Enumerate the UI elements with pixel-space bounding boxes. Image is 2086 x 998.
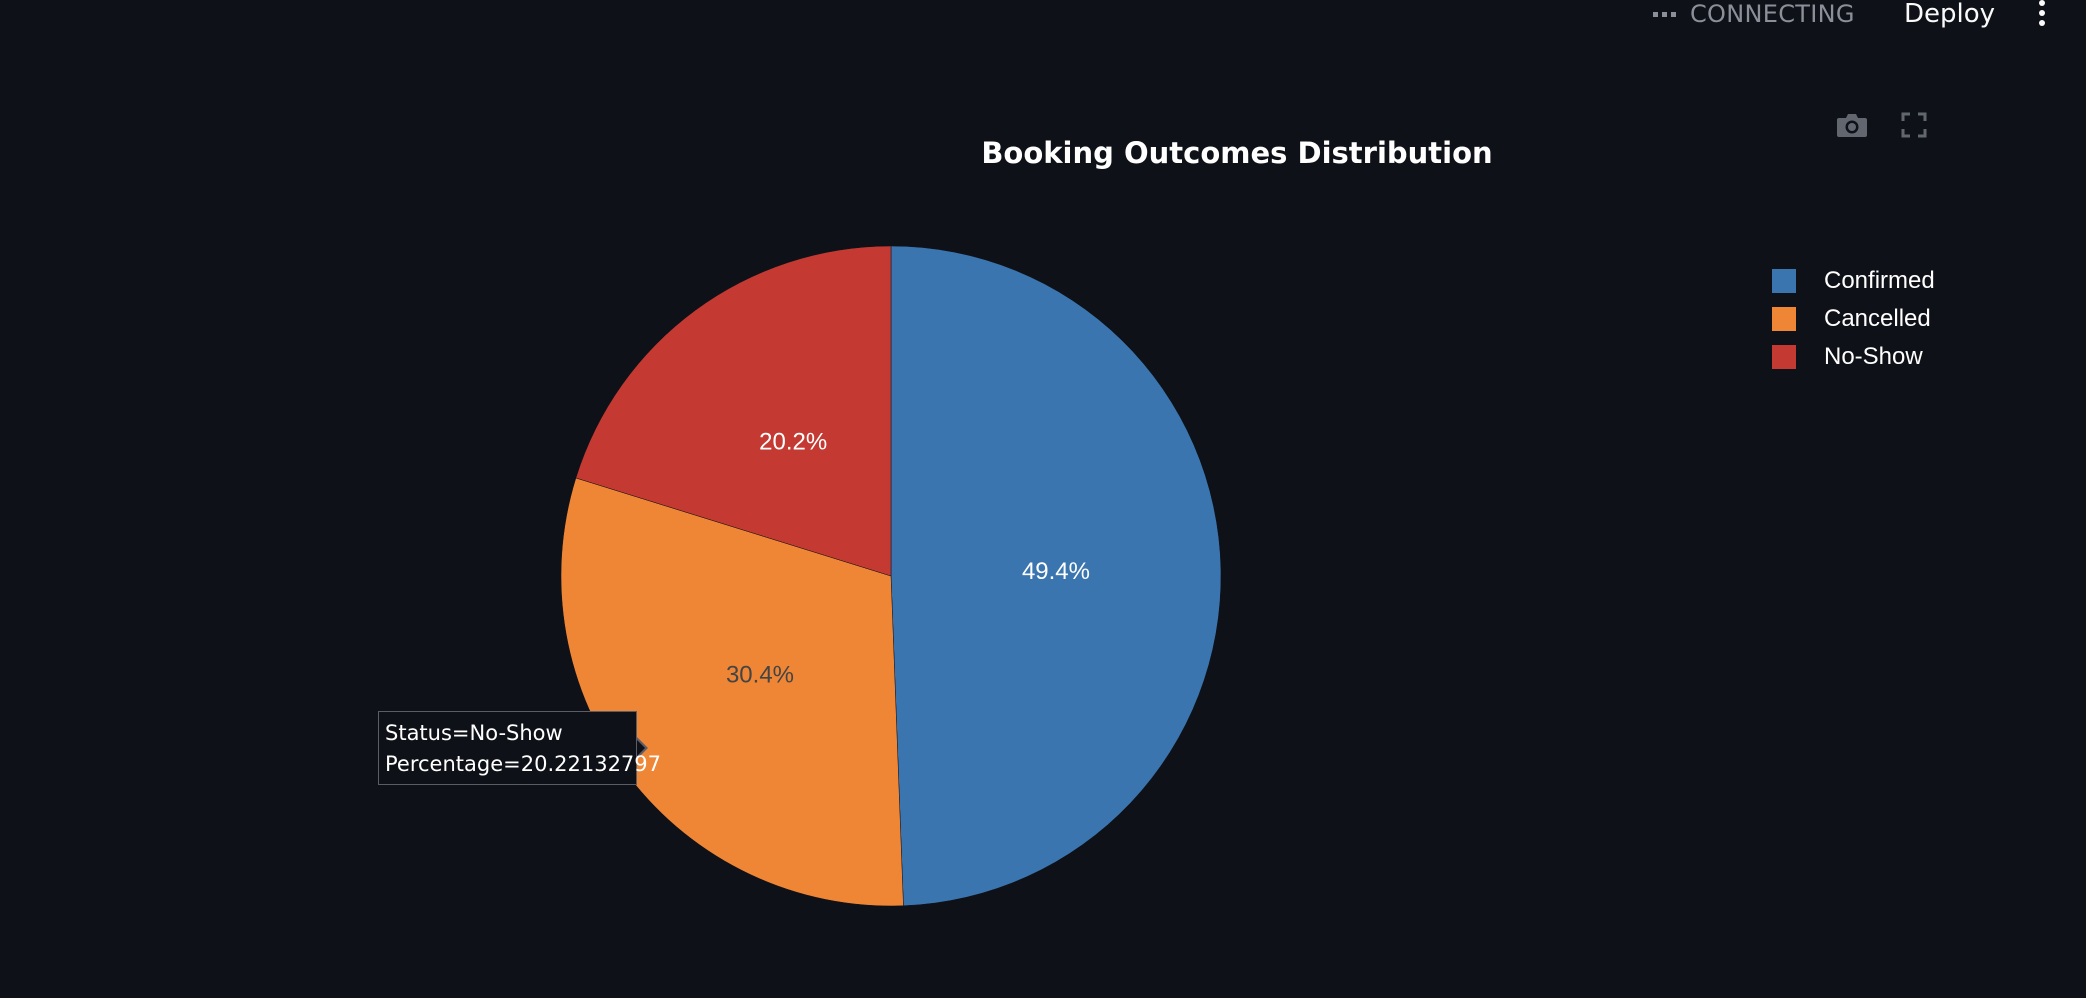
status-dots-icon bbox=[1653, 11, 1676, 17]
pie-label-no-show: 20.2% bbox=[759, 428, 827, 455]
main-menu-icon[interactable] bbox=[2035, 0, 2049, 26]
legend-label-confirmed: Confirmed bbox=[1824, 267, 1935, 294]
app-header: CONNECTING Deploy bbox=[0, 0, 2086, 30]
tooltip-percentage: Percentage=20.22132797 bbox=[385, 752, 662, 776]
tooltip-status: Status=No-Show bbox=[385, 721, 563, 745]
deploy-button[interactable]: Deploy bbox=[1904, 0, 1996, 29]
tooltip-arrow-fill bbox=[635, 738, 645, 758]
legend-swatch-cancelled bbox=[1772, 307, 1796, 331]
legend-swatch-confirmed bbox=[1772, 269, 1796, 293]
legend-label-no-show: No-Show bbox=[1824, 343, 1923, 370]
camera-icon[interactable] bbox=[1835, 108, 1869, 142]
chart-title: Booking Outcomes Distribution bbox=[981, 136, 1493, 170]
pie-slice-no-show[interactable] bbox=[575, 245, 892, 577]
legend-swatch-no-show bbox=[1772, 345, 1796, 369]
pie-slice-confirmed[interactable] bbox=[890, 245, 1222, 907]
legend-item-confirmed[interactable]: Confirmed bbox=[1772, 262, 1935, 300]
hover-tooltip: Status=No-Show Percentage=20.22132797 bbox=[378, 711, 662, 785]
chart-legend: Confirmed Cancelled No-Show bbox=[1772, 262, 1935, 376]
status-label: CONNECTING bbox=[1690, 0, 1855, 28]
legend-item-cancelled[interactable]: Cancelled bbox=[1772, 300, 1935, 338]
legend-label-cancelled: Cancelled bbox=[1824, 305, 1931, 332]
fullscreen-icon[interactable] bbox=[1897, 108, 1931, 142]
chart-modebar bbox=[1835, 108, 1931, 142]
legend-item-no-show[interactable]: No-Show bbox=[1772, 338, 1935, 376]
pie-label-confirmed: 49.4% bbox=[1022, 558, 1090, 585]
connection-status: CONNECTING bbox=[1653, 0, 1855, 28]
pie-label-cancelled: 30.4% bbox=[726, 662, 794, 689]
